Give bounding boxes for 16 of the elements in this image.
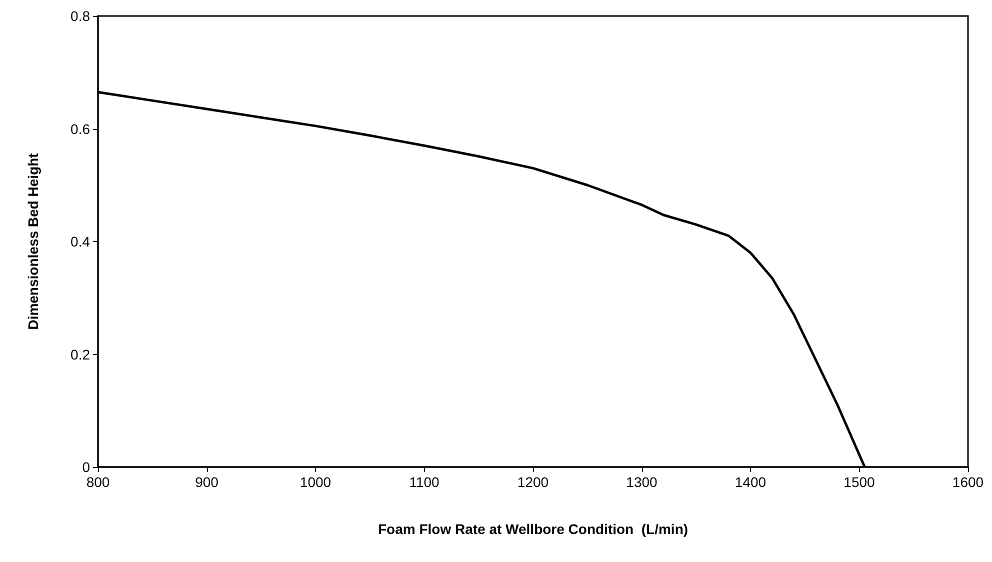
x-axis-title: Foam Flow Rate at Wellbore Condition (L/min) xyxy=(378,521,688,537)
x-tick-label: 1500 xyxy=(844,474,876,490)
x-tick-label: 1200 xyxy=(517,474,549,490)
x-tick-label: 1400 xyxy=(734,474,766,490)
x-tick-label: 1300 xyxy=(626,474,658,490)
y-tick-label: 0.6 xyxy=(70,120,90,137)
x-tick-label: 1100 xyxy=(409,474,440,490)
y-axis-title: Dimensionless Bed Height xyxy=(25,152,41,330)
y-tick-label: 0.2 xyxy=(70,346,90,362)
x-tick-label: 800 xyxy=(86,474,110,490)
x-tick-label: 1600 xyxy=(952,474,984,490)
x-tick-label: 900 xyxy=(195,474,219,490)
y-tick-label: 0.8 xyxy=(70,8,90,24)
x-tick-label: 1000 xyxy=(300,474,332,490)
y-tick-label: 0.4 xyxy=(70,234,90,250)
y-tick-label: 0 xyxy=(82,459,90,475)
